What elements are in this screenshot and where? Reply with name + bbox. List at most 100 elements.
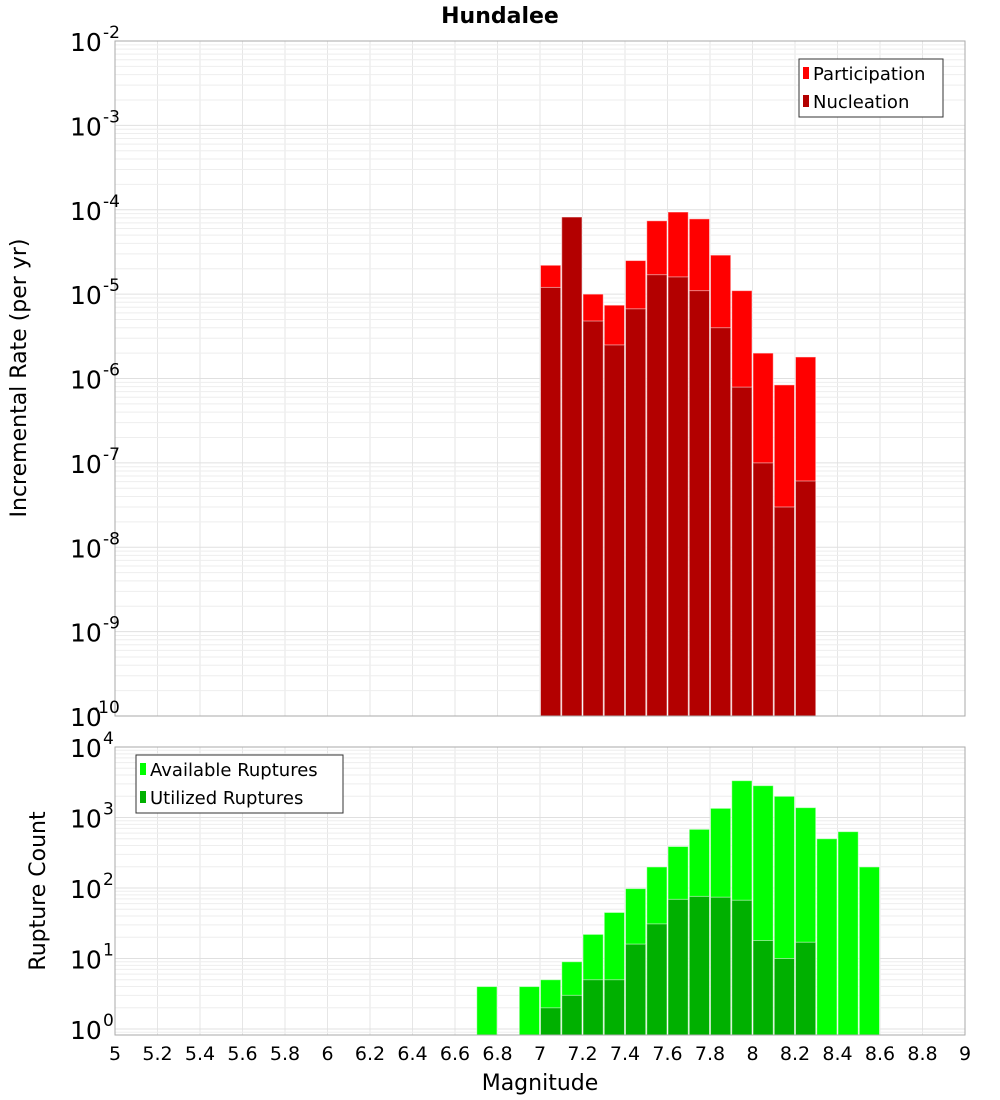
top-y-tick-labels: 10-210-310-410-510-610-710-810 -910-10	[70, 23, 120, 732]
x-axis-title: Magnitude	[482, 1071, 599, 1096]
bottom-bar-utilized-ruptures	[710, 896, 732, 1036]
bottom-bar-utilized-ruptures	[603, 979, 625, 1036]
bottom-bar-utilized-ruptures	[561, 994, 583, 1036]
top-bar-nucleation	[540, 286, 562, 717]
bottom-y-tick-exponent: 0	[103, 1011, 114, 1031]
bottom-y-tick-base: 10	[70, 946, 102, 975]
x-tick-label: 7	[534, 1043, 546, 1065]
bottom-bars	[476, 780, 880, 1036]
bottom-bar-available-ruptures	[858, 866, 880, 1036]
top-bar-nucleation	[688, 290, 710, 717]
x-tick-label: 5.2	[142, 1043, 172, 1065]
top-bar-nucleation	[582, 320, 604, 717]
bottom-bar-utilized-ruptures	[731, 899, 753, 1036]
bottom-y-tick-exponent: 2	[103, 870, 114, 890]
x-tick-label: 6.4	[397, 1043, 427, 1065]
top-y-tick-base: 10	[70, 619, 102, 648]
top-y-tick-exponent: -8	[103, 529, 120, 549]
top-y-tick-exponent: -4	[103, 192, 120, 212]
legend-label-available: Available Ruptures	[150, 760, 318, 781]
legend-swatch-utilized	[140, 791, 146, 803]
x-tick-label: 6	[321, 1043, 333, 1065]
bottom-bar-utilized-ruptures	[688, 895, 710, 1036]
top-y-tick-base: 10	[70, 703, 102, 732]
top-bar-nucleation	[625, 308, 647, 717]
top-y-tick-exponent: -3	[103, 107, 120, 127]
bottom-bar-available-ruptures	[816, 838, 838, 1036]
chart-title: Hundalee	[441, 4, 559, 29]
top-bar-nucleation	[731, 386, 753, 717]
legend-swatch-available	[140, 763, 146, 775]
top-y-tick-exponent: -2	[103, 23, 120, 43]
top-bar-nucleation	[561, 216, 583, 717]
legend-label-utilized: Utilized Ruptures	[150, 788, 303, 809]
bottom-y-tick-exponent: 3	[103, 800, 114, 820]
top-y-tick-exponent: -6	[103, 361, 120, 381]
x-tick-label: 6.8	[482, 1043, 512, 1065]
top-bar-nucleation	[646, 274, 668, 717]
top-y-tick-base: 10	[70, 450, 102, 479]
top-y-tick-exponent: -5	[103, 276, 120, 296]
x-tick-label: 5.6	[227, 1043, 257, 1065]
x-tick-label: 8.8	[907, 1043, 937, 1065]
top-bar-nucleation	[773, 506, 795, 717]
bottom-bar-utilized-ruptures	[752, 940, 774, 1036]
top-bars	[540, 211, 817, 717]
bottom-legend: Available Ruptures Utilized Ruptures	[135, 754, 344, 814]
bottom-bar-utilized-ruptures	[646, 923, 668, 1036]
top-bar-nucleation	[603, 344, 625, 717]
x-tick-label: 8.4	[822, 1043, 852, 1065]
bottom-bar-utilized-ruptures	[582, 979, 604, 1036]
bottom-y-tick-base: 10	[70, 734, 102, 763]
top-y-tick-exponent: -10	[92, 698, 120, 718]
x-tick-label: 7.2	[567, 1043, 597, 1065]
x-tick-label: 8	[746, 1043, 758, 1065]
bottom-bar-available-ruptures	[518, 986, 540, 1036]
bottom-bar-available-ruptures	[476, 986, 498, 1036]
bottom-bar-utilized-ruptures	[773, 958, 795, 1036]
x-tick-label: 7.4	[610, 1043, 640, 1065]
top-bar-nucleation	[752, 462, 774, 717]
bottom-y-tick-base: 10	[70, 875, 102, 904]
x-tick-label: 5	[109, 1043, 121, 1065]
top-y-tick-base: 10	[70, 112, 102, 141]
bottom-plot-border	[114, 746, 966, 1036]
top-y-tick-base: 10	[70, 534, 102, 563]
bottom-y-axis-title: Rupture Count	[26, 811, 51, 971]
top-bar-nucleation	[667, 276, 689, 717]
x-tick-label: 7.8	[695, 1043, 725, 1065]
top-y-tick-base: 10	[70, 197, 102, 226]
bottom-y-tick-exponent: 1	[103, 941, 114, 961]
legend-swatch-participation	[803, 67, 809, 79]
top-y-tick-base: 10	[70, 28, 102, 57]
bottom-bar-utilized-ruptures	[540, 1007, 562, 1036]
x-tick-label: 9	[959, 1043, 971, 1065]
x-tick-label: 5.8	[270, 1043, 300, 1065]
bottom-y-tick-base: 10	[70, 805, 102, 834]
top-y-tick-exponent: -9	[103, 614, 120, 634]
bottom-bar-available-ruptures	[837, 831, 859, 1036]
x-tick-labels: 5 5.2 5.4 5.6 5.8 6 6.2 6.4 6.6 6.8 7 7.2 7.4 7.6 7.8 8…	[109, 1043, 971, 1065]
top-y-tick-exponent: -7	[103, 445, 120, 465]
top-plot-border	[114, 40, 966, 717]
top-y-tick-base: 10	[70, 366, 102, 395]
bottom-y-tick-exponent: 4	[103, 729, 114, 749]
top-bar-nucleation	[710, 327, 732, 717]
x-tick-label: 8.6	[865, 1043, 895, 1065]
legend-label-participation: Participation	[813, 64, 925, 85]
x-tick-label: 6.2	[355, 1043, 385, 1065]
x-tick-label: 6.6	[440, 1043, 470, 1065]
legend-label-nucleation: Nucleation	[813, 92, 909, 113]
x-tick-label: 7.6	[652, 1043, 682, 1065]
x-tick-label: 8.2	[780, 1043, 810, 1065]
top-legend: Participation Nucleation	[798, 58, 944, 118]
top-y-axis-title: Incremental Rate (per yr)	[7, 239, 32, 518]
bottom-bar-utilized-ruptures	[795, 941, 817, 1036]
top-bar-nucleation	[795, 480, 817, 717]
legend-swatch-nucleation	[803, 95, 809, 107]
top-y-tick-base: 10	[70, 281, 102, 310]
bottom-bar-utilized-ruptures	[667, 898, 689, 1036]
bottom-bar-utilized-ruptures	[625, 943, 647, 1036]
